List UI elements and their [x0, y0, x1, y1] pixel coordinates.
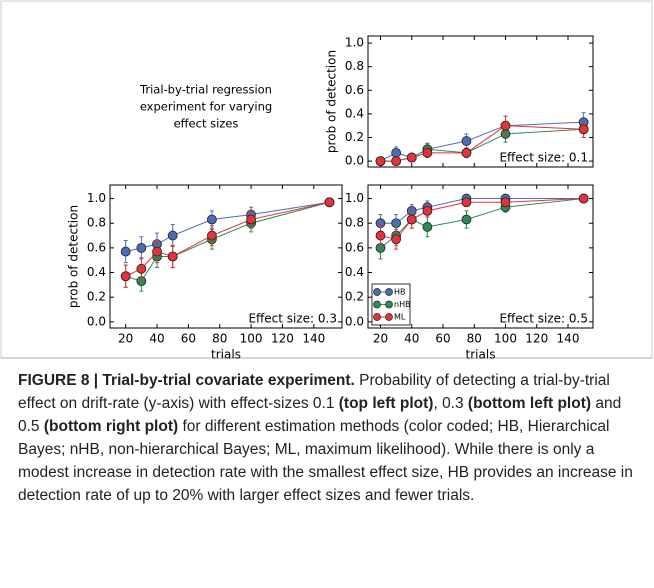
y-tick-label: 0.6	[345, 83, 364, 97]
marker	[246, 214, 256, 225]
caption-text: , 0.3	[433, 395, 468, 412]
legend-label: nHB	[394, 300, 411, 309]
x-tick-label: 120	[271, 332, 294, 346]
x-tick-label: 60	[435, 332, 450, 346]
marker	[206, 230, 217, 241]
y-tick-label: 0.2	[345, 130, 364, 144]
y-tick-label: 0.0	[87, 314, 106, 328]
x-axis-label: trials	[466, 348, 496, 362]
legend-marker	[385, 313, 393, 321]
legend-marker	[373, 313, 381, 321]
marker	[500, 197, 511, 208]
marker	[578, 124, 589, 135]
x-tick-label: 40	[149, 332, 164, 346]
marker	[136, 242, 147, 253]
x-tick-label: 140	[302, 332, 325, 346]
marker	[167, 251, 178, 262]
y-tick-label: 0.4	[345, 265, 364, 279]
legend-marker	[385, 300, 393, 309]
legend-label: ML	[394, 313, 406, 322]
marker	[391, 234, 402, 245]
figure-title: effect sizes	[174, 117, 239, 131]
y-tick-label: 0.6	[87, 240, 106, 254]
y-tick-label: 0.0	[345, 314, 364, 328]
marker	[422, 205, 433, 216]
marker	[391, 147, 402, 158]
x-tick-label: 40	[404, 332, 419, 346]
y-tick-label: 0.0	[345, 154, 364, 168]
legend-marker	[373, 300, 381, 309]
legend-label: HB	[394, 288, 406, 297]
y-tick-label: 1.0	[87, 191, 106, 205]
marker	[461, 147, 472, 158]
caption-text: FIGURE 8 | Trial-by-trial covariate expe…	[18, 372, 355, 389]
y-tick-label: 0.8	[345, 216, 364, 230]
plot-frame	[109, 184, 343, 329]
marker	[578, 193, 589, 204]
caption-text: (top left plot)	[338, 395, 434, 412]
y-tick-label: 1.0	[345, 36, 364, 50]
x-tick-label: 120	[525, 332, 548, 346]
marker	[375, 156, 386, 166]
x-tick-label: 20	[118, 332, 133, 346]
y-tick-label: 0.8	[345, 59, 364, 73]
figure-title: experiment for varying	[140, 100, 272, 114]
y-tick-label: 0.4	[87, 265, 106, 279]
y-tick-label: 0.8	[87, 216, 106, 230]
x-tick-label: 80	[212, 332, 227, 346]
marker	[461, 197, 472, 208]
y-tick-label: 0.6	[345, 240, 364, 254]
x-tick-label: 100	[494, 332, 517, 346]
marker	[461, 136, 472, 146]
marker	[167, 230, 178, 241]
annotation: Effect size: 0.1	[499, 151, 588, 165]
y-axis-label: prob of detection	[325, 50, 339, 153]
caption-text: and 0.5	[18, 395, 622, 435]
x-tick-label: 100	[240, 332, 263, 346]
figure-title: Trial-by-trial regression	[139, 83, 272, 97]
caption: FIGURE 8 | Trial-by-trial covariate expe…	[18, 369, 640, 507]
y-tick-label: 0.2	[87, 290, 106, 304]
marker	[461, 214, 472, 225]
marker	[120, 246, 131, 257]
caption-text: (bottom right plot)	[43, 418, 179, 435]
caption-text: for different estimation methods (color …	[18, 418, 633, 504]
marker	[391, 156, 402, 166]
x-tick-label: 80	[467, 332, 482, 346]
plot-frame	[367, 35, 594, 168]
caption-text: (bottom left plot)	[467, 395, 592, 412]
marker	[375, 230, 386, 241]
marker	[422, 222, 433, 232]
annotation: Effect size: 0.5	[499, 312, 588, 326]
legend-marker	[385, 288, 393, 296]
y-axis-label: prob of detection	[67, 205, 81, 308]
x-tick-label: 140	[557, 332, 580, 346]
marker	[406, 152, 417, 163]
x-tick-label: 20	[373, 332, 388, 346]
x-axis-label: trials	[211, 348, 241, 362]
marker	[206, 214, 217, 225]
x-tick-label: 60	[181, 332, 196, 346]
marker	[406, 214, 417, 225]
caption-text: Probability of detecting a trial-by-tria…	[18, 372, 610, 412]
marker	[422, 147, 433, 158]
y-tick-label: 0.2	[345, 290, 364, 304]
y-tick-label: 1.0	[345, 191, 364, 205]
y-tick-label: 0.4	[345, 106, 364, 120]
marker	[136, 263, 147, 274]
marker	[152, 246, 162, 257]
legend-marker	[373, 288, 381, 296]
marker	[324, 197, 335, 208]
marker	[500, 120, 511, 131]
annotation: Effect size: 0.3	[248, 312, 337, 326]
marker	[120, 271, 131, 282]
